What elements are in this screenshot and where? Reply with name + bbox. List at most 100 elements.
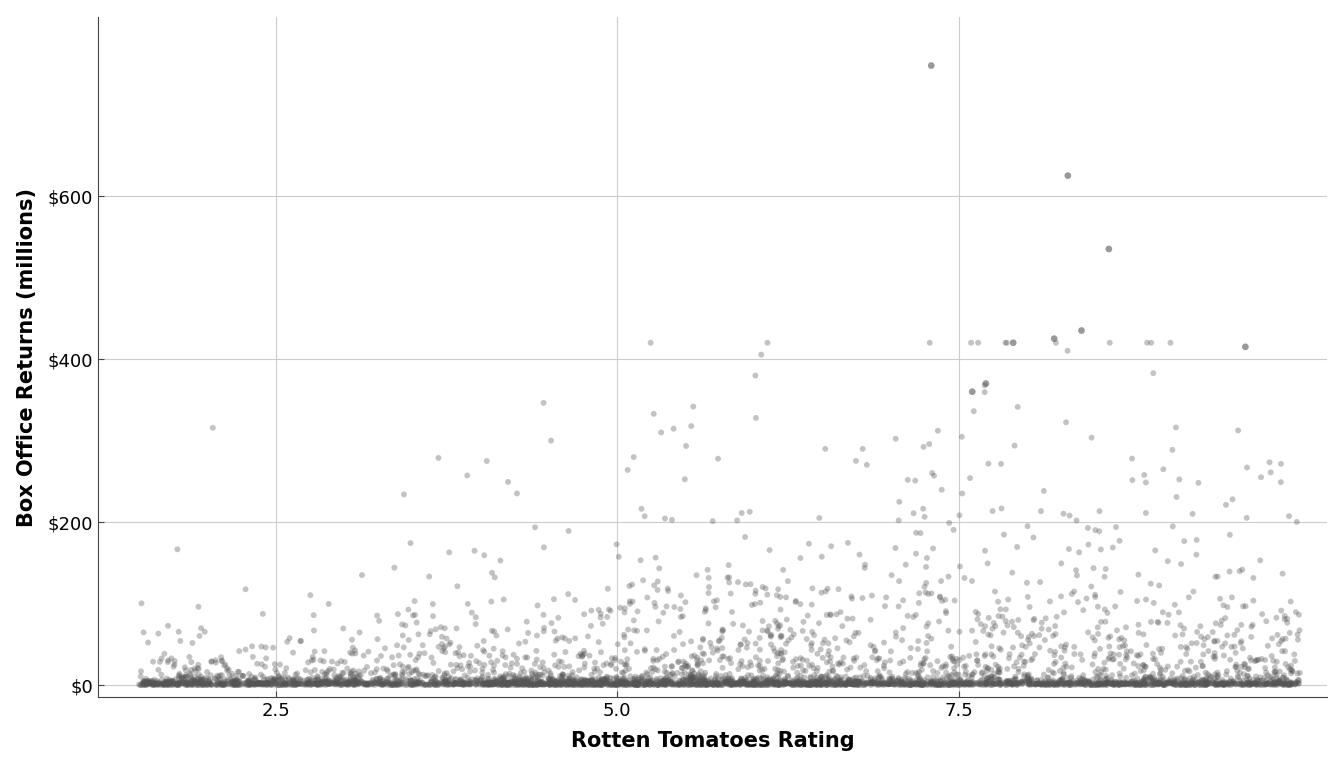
Point [1087, 601, 1109, 613]
Point [675, 473, 696, 485]
Point [637, 677, 659, 690]
Point [1051, 641, 1073, 653]
Point [132, 678, 153, 690]
Point [161, 675, 183, 687]
Point [358, 678, 379, 690]
Point [1281, 667, 1302, 680]
Point [1191, 678, 1212, 690]
Point [247, 678, 269, 690]
Point [964, 666, 985, 678]
Point [196, 679, 218, 691]
Point [1016, 676, 1038, 688]
Point [1288, 677, 1309, 690]
Point [356, 660, 378, 673]
Point [1157, 555, 1179, 568]
Point [734, 679, 755, 691]
Point [800, 676, 821, 688]
Point [1082, 658, 1103, 670]
Point [816, 673, 837, 685]
Point [742, 677, 763, 689]
Point [1202, 677, 1223, 689]
Point [1285, 678, 1306, 690]
Point [1285, 677, 1306, 690]
Point [1152, 606, 1173, 618]
Point [730, 675, 751, 687]
Point [1097, 677, 1118, 689]
Point [1242, 678, 1263, 690]
Point [269, 679, 290, 691]
Point [707, 677, 728, 690]
Point [1043, 677, 1064, 689]
Point [949, 509, 970, 521]
Point [610, 656, 632, 668]
Point [191, 677, 212, 690]
Point [767, 647, 789, 660]
Point [675, 657, 696, 670]
Point [677, 674, 699, 687]
Point [137, 678, 159, 690]
Point [785, 596, 806, 608]
Point [1236, 511, 1258, 524]
Point [484, 678, 505, 690]
Point [703, 677, 724, 690]
Point [133, 677, 155, 689]
Point [180, 669, 202, 681]
Point [1215, 637, 1236, 650]
Point [1216, 665, 1238, 677]
Point [731, 655, 753, 667]
Point [907, 643, 929, 655]
Point [862, 677, 883, 689]
Point [160, 674, 181, 687]
Point [245, 674, 266, 686]
Point [1009, 651, 1031, 664]
Point [219, 669, 241, 681]
Point [1267, 676, 1289, 688]
Point [253, 670, 274, 683]
Point [487, 674, 508, 687]
Point [484, 625, 505, 637]
Point [664, 644, 685, 656]
Point [797, 679, 818, 691]
Point [520, 664, 542, 677]
Point [688, 670, 710, 682]
Point [503, 669, 524, 681]
Point [515, 678, 536, 690]
Point [828, 657, 849, 670]
Point [625, 678, 646, 690]
Point [144, 677, 165, 690]
Point [706, 668, 727, 680]
Point [132, 675, 153, 687]
Point [1206, 676, 1227, 688]
Point [706, 678, 727, 690]
Point [801, 679, 823, 691]
Point [1034, 634, 1055, 646]
Point [171, 671, 192, 684]
Point [1124, 679, 1145, 691]
Point [543, 673, 564, 685]
Point [559, 677, 581, 690]
Point [255, 677, 277, 690]
Point [328, 678, 349, 690]
Point [445, 647, 466, 659]
Point [681, 665, 703, 677]
Point [1078, 675, 1099, 687]
Point [605, 654, 626, 666]
Point [590, 678, 612, 690]
Point [1212, 678, 1234, 690]
Point [751, 624, 773, 637]
Point [763, 676, 785, 688]
Point [445, 674, 466, 686]
Point [1148, 678, 1169, 690]
Point [305, 674, 327, 687]
Point [1004, 674, 1025, 686]
Point [785, 653, 806, 665]
Point [942, 678, 964, 690]
Point [845, 675, 867, 687]
Point [984, 667, 1005, 680]
Point [961, 676, 982, 688]
Point [1184, 674, 1206, 687]
Point [484, 678, 505, 690]
Point [1090, 674, 1111, 687]
Point [526, 644, 547, 657]
Point [988, 666, 1009, 678]
